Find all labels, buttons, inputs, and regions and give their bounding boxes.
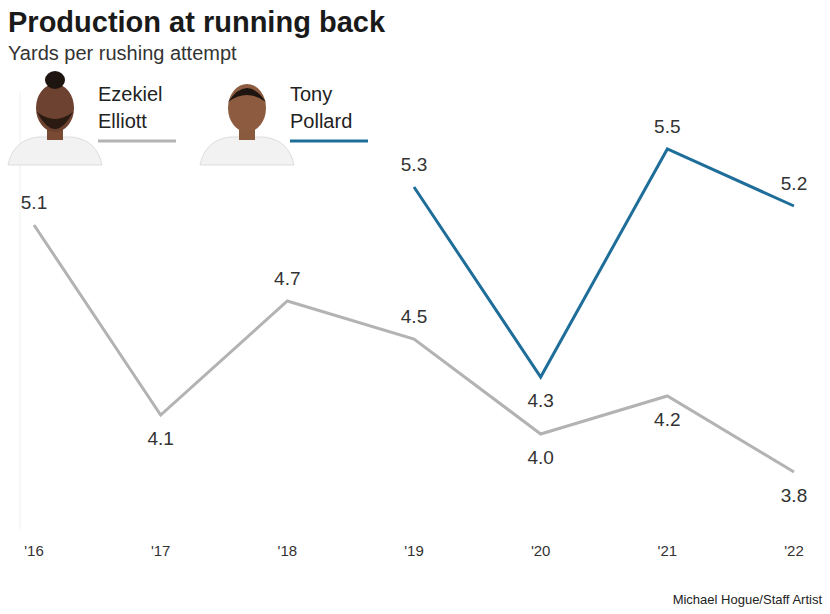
x-tick-label: '21 — [658, 542, 678, 559]
headshot-hair — [45, 71, 65, 89]
title: Production at running back — [8, 6, 386, 38]
data-label: 4.3 — [527, 390, 553, 411]
data-label: 5.2 — [781, 173, 807, 194]
legend-label: TonyPollard — [290, 83, 352, 132]
data-label: 4.2 — [654, 409, 680, 430]
plot-area — [34, 149, 794, 472]
headshot-hair — [228, 88, 266, 102]
x-tick-label: '17 — [151, 542, 171, 559]
source: Michael Hogue/Staff Artist — [673, 592, 823, 607]
data-label: 5.3 — [401, 154, 427, 175]
legend-entry: TonyPollard — [200, 83, 368, 165]
data-label: 4.7 — [274, 268, 300, 289]
subtitle: Yards per rushing attempt — [8, 42, 237, 64]
x-tick-label: '18 — [278, 542, 298, 559]
headshot-face — [36, 84, 74, 132]
legend-swatch — [290, 140, 368, 143]
data-label: 3.8 — [781, 485, 807, 506]
x-tick-label: '19 — [404, 542, 424, 559]
headshot — [8, 71, 102, 165]
data-label: 4.1 — [147, 428, 173, 449]
series-line — [34, 225, 794, 472]
legend-swatch — [98, 140, 176, 143]
legend-entry: EzekielElliott — [8, 71, 176, 165]
headshot — [200, 84, 294, 165]
legend-label: EzekielElliott — [98, 83, 162, 132]
headshot-beard — [37, 112, 73, 129]
x-tick-label: '22 — [784, 542, 804, 559]
headshot-shirt — [8, 137, 102, 165]
data-label: 4.5 — [401, 306, 427, 327]
data-label: 5.5 — [654, 116, 680, 137]
x-tick-label: '20 — [531, 542, 551, 559]
chart: Production at running back Yards per rush… — [0, 0, 830, 614]
data-label: 5.1 — [21, 192, 47, 213]
x-tick-label: '16 — [24, 542, 44, 559]
data-label: 4.0 — [527, 447, 553, 468]
headshot-face — [228, 84, 266, 132]
series-line — [414, 149, 794, 377]
headshot-shirt — [200, 137, 294, 165]
